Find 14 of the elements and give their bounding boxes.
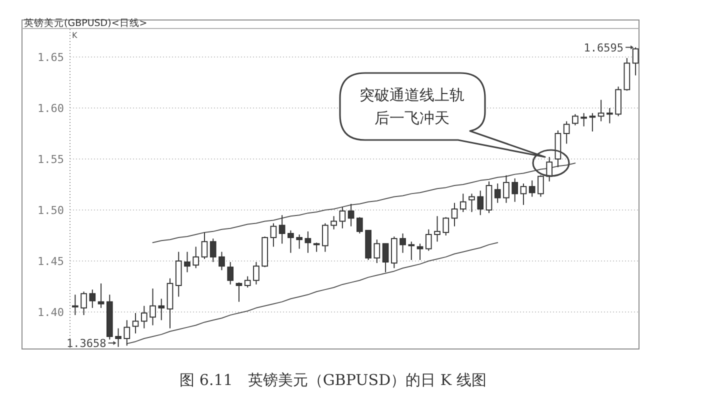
- line-series: [152, 162, 576, 244]
- y-tick-label: 1.65: [38, 51, 64, 64]
- annotation: 突破通道线上轨后一飞冲天: [360, 86, 464, 127]
- caption: 图 6.11 英镑美元（GBPUSD）的日 K 线图: [180, 371, 486, 389]
- annotation: 1.6595: [584, 41, 624, 54]
- y-tick-label: 1.45: [38, 255, 64, 268]
- annotation: 1.3658: [66, 337, 106, 350]
- y-tick-label: 1.50: [38, 204, 64, 218]
- y-tick-label: 1.55: [38, 153, 64, 166]
- y-axis-title: K: [72, 31, 78, 40]
- chart-title: 英镑美元(GBPUSD)<日线>: [24, 17, 148, 29]
- line-series: [126, 242, 498, 344]
- y-tick-label: 1.60: [38, 102, 64, 116]
- y-tick-label: 1.40: [38, 306, 64, 319]
